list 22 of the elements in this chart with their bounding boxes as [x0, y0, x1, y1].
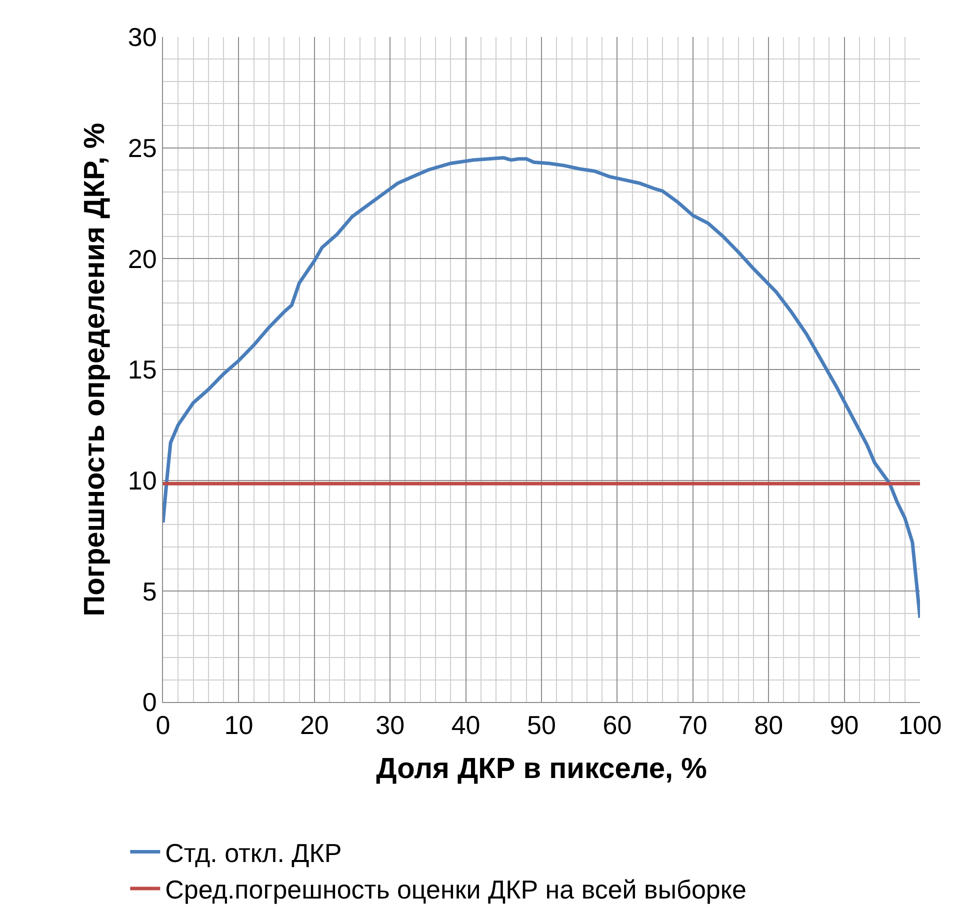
- y-tick-label: 30: [128, 22, 157, 52]
- y-tick-label: 5: [142, 576, 157, 606]
- x-tick-label: 60: [602, 710, 632, 740]
- x-axis-title: Доля ДКР в пикселе, %: [376, 753, 708, 785]
- x-tick-label: 100: [898, 710, 942, 740]
- y-tick-label: 25: [128, 132, 157, 163]
- x-tick-label: 50: [527, 710, 556, 740]
- x-tick-label: 10: [224, 710, 254, 740]
- y-tick-label: 15: [128, 354, 157, 385]
- line-series: [163, 156, 920, 620]
- y-axis-title: Погрешность определения ДКР, %: [79, 122, 112, 616]
- y-tick-label: 20: [128, 244, 157, 274]
- x-tick-label: 40: [451, 710, 480, 740]
- legend-label: Стд. откл. ДКР: [165, 838, 342, 868]
- x-tick-label: 70: [678, 710, 708, 740]
- x-tick-label: 80: [754, 710, 784, 740]
- legend-label: Сред.погрешность оценки ДКР на всей выборке: [165, 874, 746, 905]
- x-tick-label: 90: [830, 710, 859, 740]
- x-tick-label: 20: [300, 710, 329, 740]
- y-tick-label: 10: [128, 465, 157, 496]
- x-tick-label: 30: [376, 710, 405, 740]
- y-tick-label: 0: [142, 687, 157, 718]
